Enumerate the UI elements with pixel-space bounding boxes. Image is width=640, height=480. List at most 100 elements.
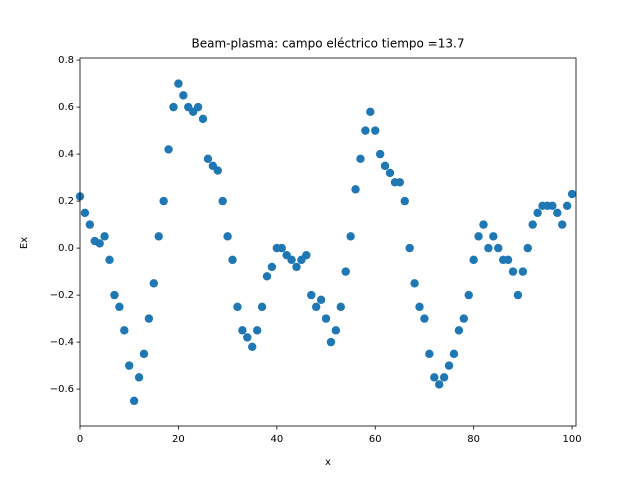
point xyxy=(311,302,321,312)
point xyxy=(469,255,478,265)
point xyxy=(435,380,444,389)
point xyxy=(548,201,557,211)
point xyxy=(80,208,90,218)
x-tick-label: 60 xyxy=(369,434,382,445)
point xyxy=(523,243,532,253)
point xyxy=(307,290,316,300)
point xyxy=(562,201,572,211)
point xyxy=(321,314,331,323)
plot-frame xyxy=(79,57,577,427)
point xyxy=(267,262,277,272)
point xyxy=(331,326,341,335)
point xyxy=(218,196,227,206)
y-tick-label: 0.6 xyxy=(58,102,74,113)
point xyxy=(410,279,419,288)
y-tick-label: 0.8 xyxy=(58,55,74,66)
point xyxy=(385,168,395,178)
point xyxy=(553,208,562,218)
point xyxy=(351,185,360,194)
point xyxy=(479,220,488,229)
point xyxy=(533,208,542,218)
point xyxy=(528,220,537,229)
point xyxy=(164,145,173,154)
point xyxy=(129,396,139,406)
point xyxy=(484,243,493,253)
y-tick-label: −0.6 xyxy=(50,384,74,395)
y-tick-label: 0.4 xyxy=(58,149,74,160)
point xyxy=(567,189,577,199)
point xyxy=(100,232,109,241)
point xyxy=(420,314,429,323)
point xyxy=(302,250,311,260)
point xyxy=(508,267,518,276)
point xyxy=(375,149,385,159)
point xyxy=(174,79,183,88)
point xyxy=(503,255,513,265)
x-tick-label: 0 xyxy=(77,434,83,445)
point xyxy=(198,114,208,124)
point xyxy=(223,232,232,241)
point xyxy=(169,102,178,112)
point xyxy=(459,314,469,323)
point xyxy=(125,361,134,370)
point xyxy=(474,232,483,241)
point xyxy=(105,255,114,265)
point xyxy=(228,255,237,265)
point xyxy=(203,154,213,164)
point xyxy=(149,279,159,288)
point xyxy=(336,302,345,312)
point xyxy=(287,255,296,265)
point xyxy=(415,302,424,312)
point xyxy=(277,243,286,253)
x-tick-label: 80 xyxy=(467,434,480,445)
point xyxy=(444,361,454,370)
point xyxy=(439,373,449,382)
point xyxy=(292,262,301,272)
point xyxy=(518,267,528,276)
point xyxy=(115,302,124,312)
point xyxy=(238,326,247,335)
point xyxy=(405,243,414,253)
point xyxy=(95,239,104,248)
point xyxy=(120,326,129,335)
point xyxy=(144,314,154,323)
point xyxy=(454,326,464,335)
y-tick-label: −0.2 xyxy=(50,290,74,301)
point xyxy=(380,161,390,171)
point xyxy=(449,349,459,359)
point xyxy=(430,373,439,382)
y-tick-label: −0.4 xyxy=(50,337,74,348)
point xyxy=(159,196,168,206)
point xyxy=(395,178,405,187)
point xyxy=(464,290,473,300)
x-tick-label: 100 xyxy=(563,434,582,445)
point xyxy=(371,126,380,135)
point xyxy=(326,337,336,347)
point xyxy=(154,232,163,241)
point xyxy=(341,267,350,276)
point xyxy=(346,232,355,241)
point xyxy=(248,342,257,352)
point xyxy=(233,302,242,312)
point xyxy=(361,126,370,135)
y-axis-label: Ex xyxy=(19,237,30,249)
point xyxy=(134,373,144,382)
point xyxy=(425,349,434,359)
chart-title: Beam-plasma: campo eléctrico tiempo =13.… xyxy=(192,37,465,51)
point xyxy=(193,102,203,112)
x-tick-label: 20 xyxy=(172,434,185,445)
point xyxy=(252,326,262,335)
y-tick-label: 0.0 xyxy=(58,243,74,254)
point xyxy=(213,166,222,175)
point xyxy=(85,220,95,229)
y-tick-label: 0.2 xyxy=(58,196,74,207)
point xyxy=(356,154,365,164)
point xyxy=(257,302,267,312)
point xyxy=(494,243,503,253)
x-axis-label: x xyxy=(325,457,331,468)
point xyxy=(110,290,119,300)
point xyxy=(139,349,149,359)
point xyxy=(316,295,326,305)
point xyxy=(558,220,567,229)
